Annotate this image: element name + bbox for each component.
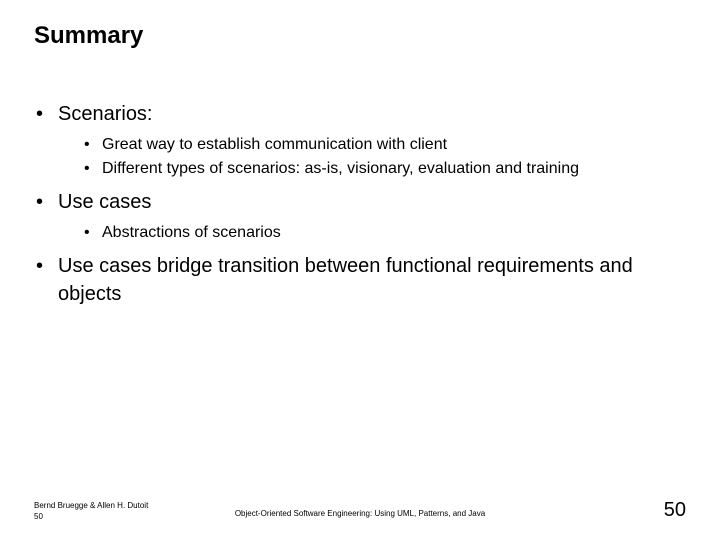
sub-bullet: • Different types of scenarios: as-is, v… bbox=[84, 158, 684, 180]
bullet-dot-icon: • bbox=[36, 252, 58, 280]
sub-bullet-text: Abstractions of scenarios bbox=[102, 222, 281, 244]
bullet-dot-icon: • bbox=[84, 158, 102, 180]
footer-page-number: 50 bbox=[664, 499, 686, 522]
sub-bullet: • Abstractions of scenarios bbox=[84, 222, 684, 244]
bullet-dot-icon: • bbox=[84, 222, 102, 244]
sub-bullet-text: Great way to establish communication wit… bbox=[102, 134, 447, 156]
bullet-text: Use cases bridge transition between func… bbox=[58, 252, 684, 308]
bullet-text: Use cases bbox=[58, 188, 151, 216]
bullet-use-cases: • Use cases bbox=[36, 188, 684, 216]
bullet-dot-icon: • bbox=[36, 188, 58, 216]
bullet-text: Scenarios: bbox=[58, 100, 153, 128]
bullet-dot-icon: • bbox=[84, 134, 102, 156]
footer-book-title: Object-Oriented Software Engineering: Us… bbox=[0, 509, 720, 518]
slide-title: Summary bbox=[34, 22, 143, 50]
bullet-group-scenarios: • Scenarios: • Great way to establish co… bbox=[36, 100, 684, 180]
bullet-bridge: • Use cases bridge transition between fu… bbox=[36, 252, 684, 308]
sub-bullet-text: Different types of scenarios: as-is, vis… bbox=[102, 158, 579, 180]
sub-bullet: • Great way to establish communication w… bbox=[84, 134, 684, 156]
bullet-group-bridge: • Use cases bridge transition between fu… bbox=[36, 252, 684, 308]
bullet-scenarios: • Scenarios: bbox=[36, 100, 684, 128]
slide-content: • Scenarios: • Great way to establish co… bbox=[36, 100, 684, 316]
bullet-dot-icon: • bbox=[36, 100, 58, 128]
slide-footer: Bernd Bruegge & Allen H. Dutoit 50 Objec… bbox=[0, 492, 720, 522]
bullet-group-use-cases: • Use cases • Abstractions of scenarios bbox=[36, 188, 684, 244]
